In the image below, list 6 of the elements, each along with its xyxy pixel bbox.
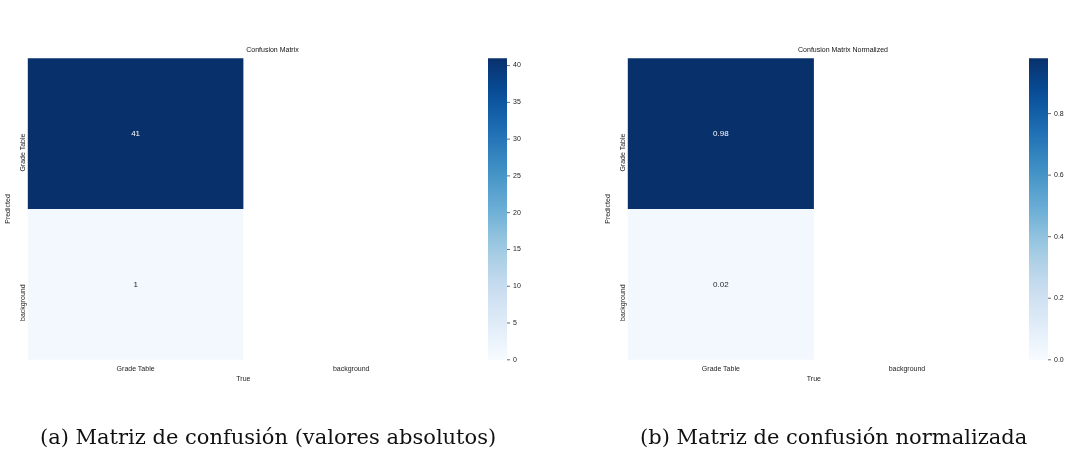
data-label: 0.98 — [713, 128, 730, 138]
data-label: 0.02 — [713, 279, 730, 289]
data-label: 1 — [133, 279, 139, 289]
data-label: 41 — [131, 128, 141, 138]
text: (b) Matriz de confusión normalizada — [640, 425, 1028, 449]
text: (a) Matriz de confusión (valores absolutos) — [40, 425, 497, 449]
